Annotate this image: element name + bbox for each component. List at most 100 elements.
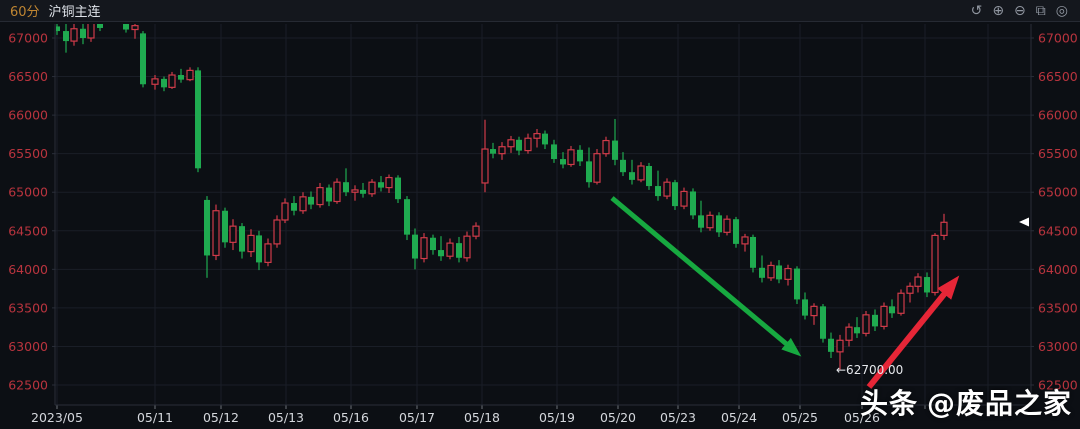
candle-body-down xyxy=(430,237,436,251)
candle-body-down xyxy=(161,78,167,88)
candle-body-up xyxy=(940,221,948,237)
candle-body-down xyxy=(178,75,184,80)
candle-body-up xyxy=(87,24,95,39)
candle-body-down xyxy=(776,265,782,280)
candle-body-up xyxy=(680,190,688,207)
candle-body-down xyxy=(655,186,661,197)
candle-body-down xyxy=(542,133,548,145)
undo-icon[interactable]: ↺ xyxy=(970,2,983,19)
y-axis-label-right: 67000 xyxy=(1038,31,1078,46)
candle-body-down xyxy=(63,31,69,42)
candle-body-down xyxy=(733,219,739,244)
candle-body-down xyxy=(438,250,444,257)
candle-body-up xyxy=(463,235,471,259)
candle-body-down xyxy=(343,182,349,193)
candle-body-up xyxy=(602,139,610,155)
candle-body-down xyxy=(456,243,462,258)
y-axis-label-right: 62500 xyxy=(1038,378,1078,393)
candle-body-down xyxy=(794,268,800,300)
y-axis-label-right: 64000 xyxy=(1038,262,1078,277)
candle-body-down xyxy=(750,236,756,268)
candle-body-down xyxy=(629,172,635,180)
candle-body-up xyxy=(316,186,324,206)
candle-body-up xyxy=(151,78,159,85)
x-axis-date-label: 05/25 xyxy=(782,410,818,425)
candle-body-down xyxy=(854,327,860,334)
x-axis-date-label: 05/20 xyxy=(600,410,636,425)
candle-body-down xyxy=(140,33,146,85)
candle-body-down xyxy=(326,187,332,202)
candle-body-down xyxy=(560,159,566,165)
candle-body-up xyxy=(524,137,532,152)
candle-body-up xyxy=(420,237,428,260)
watermark-handle: @废品之家 xyxy=(926,387,1072,420)
timeframe-label[interactable]: 60分 xyxy=(10,5,40,20)
x-axis-date-label: 05/24 xyxy=(721,410,757,425)
candle-body-up xyxy=(273,219,281,245)
y-axis-label-left: 62500 xyxy=(8,378,48,393)
candle-body-up xyxy=(533,133,541,139)
watermark-brand: 头条 xyxy=(859,387,918,420)
candle-body-down xyxy=(889,306,895,314)
camera-icon[interactable]: ◎ xyxy=(1055,2,1068,19)
candle-body-down xyxy=(802,299,808,316)
y-axis-label-left: 63000 xyxy=(8,339,48,354)
candle-body-down xyxy=(759,267,765,278)
candle-body-down xyxy=(551,144,557,160)
candle-body-down xyxy=(924,277,930,293)
candle-body-up xyxy=(333,181,341,203)
candle-body-up xyxy=(767,264,775,279)
candle-body-up xyxy=(914,276,922,287)
candle-body-up xyxy=(481,148,489,184)
candle-body-up xyxy=(247,234,255,253)
candle-body-up xyxy=(131,25,139,31)
candle-body-down xyxy=(646,166,652,187)
candle-body-down xyxy=(586,161,592,183)
candle-body-up xyxy=(212,210,220,257)
symbol-name[interactable]: 沪铜主连 xyxy=(48,5,101,20)
candle-body-down xyxy=(404,199,410,235)
x-axis-date-label: 05/11 xyxy=(137,410,173,425)
x-axis-date-label: 05/26 xyxy=(844,410,880,425)
zoom-in-icon[interactable]: ⊕ xyxy=(992,2,1005,19)
candle-body-up xyxy=(880,305,888,327)
candle-body-down xyxy=(395,177,401,200)
candle-body-up xyxy=(836,339,844,353)
candle-body-down xyxy=(195,70,201,169)
y-axis-label-right: 63500 xyxy=(1038,300,1078,315)
x-axis-date-label: 05/23 xyxy=(660,410,696,425)
last-price-marker xyxy=(1019,217,1029,227)
candle-body-down xyxy=(222,210,228,243)
candle-body-up xyxy=(931,234,939,294)
candle-body-up xyxy=(706,214,714,229)
y-axis-label-left: 65000 xyxy=(8,185,48,200)
candle-body-down xyxy=(412,234,418,259)
candle-body-down xyxy=(56,26,60,32)
x-axis-date-label: 05/16 xyxy=(333,410,369,425)
candle-body-up xyxy=(507,139,515,148)
candle-body-up xyxy=(593,153,601,183)
chart-toolbar: 60分 沪铜主连 ↺ ⊕ ⊖ ⧉ ◎ xyxy=(0,0,1080,22)
x-axis-date-label: 05/17 xyxy=(399,410,435,425)
candle-body-up xyxy=(446,242,454,257)
candle-body-up xyxy=(368,181,376,195)
zoom-out-icon[interactable]: ⊖ xyxy=(1014,2,1026,19)
candle-body-down xyxy=(672,182,678,207)
candle-body-up xyxy=(723,218,731,233)
y-axis-label-right: 63000 xyxy=(1038,339,1078,354)
candle-body-up xyxy=(299,196,307,212)
candle-body-down xyxy=(828,338,834,352)
candle-body-up xyxy=(186,69,194,81)
x-axis-date-label: 2023/05 xyxy=(31,410,83,425)
candle-body-down xyxy=(690,191,696,216)
uptrend-arrow xyxy=(866,275,960,389)
low-price-annotation: ←62700.00 xyxy=(836,363,903,377)
y-axis-label-left: 67000 xyxy=(8,31,48,46)
candle-body-down xyxy=(577,149,583,162)
candle-body-up xyxy=(264,243,272,263)
x-axis-date-label: 05/18 xyxy=(464,410,500,425)
candle-body-down xyxy=(872,314,878,327)
restore-view-icon[interactable]: ⧉ xyxy=(1035,2,1046,19)
candle-body-down xyxy=(80,28,86,38)
